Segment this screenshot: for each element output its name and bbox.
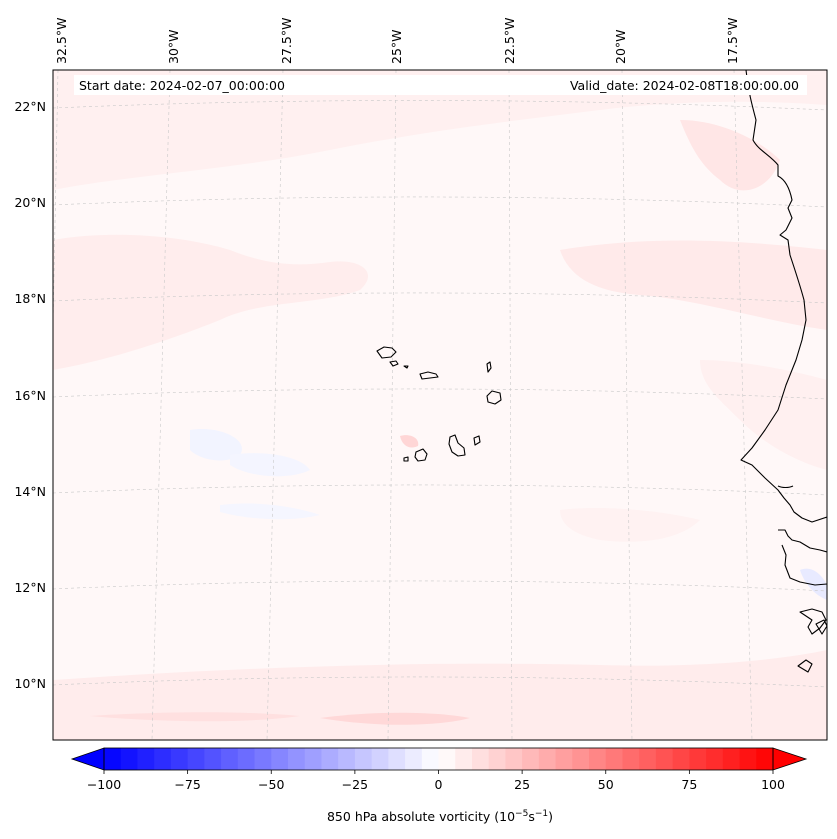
latitude-labels: 22°N 20°N 18°N 16°N 14°N 12°N 10°N	[14, 99, 46, 691]
colorbar-tick-label: 25	[514, 777, 530, 792]
lon-label: 32.5°W	[54, 18, 69, 64]
colorbar-segment	[538, 748, 557, 770]
lon-label: 30°W	[166, 29, 181, 64]
colorbar-segment	[338, 748, 356, 770]
colorbar-tick-label: −50	[258, 777, 284, 792]
vorticity-field-background	[53, 70, 827, 740]
colorbar-segment	[120, 748, 138, 770]
colorbar-segment	[488, 748, 506, 770]
colorbar-segment	[438, 748, 456, 770]
colorbar-segment	[706, 748, 724, 770]
colorbar-segment	[555, 748, 573, 770]
colorbar-segment	[388, 748, 406, 770]
colorbar-segment	[170, 748, 189, 770]
island-sao-nicolau	[419, 371, 439, 380]
lat-label: 12°N	[14, 580, 46, 595]
colorbar-segment	[421, 748, 440, 770]
lat-label: 20°N	[14, 195, 46, 210]
colorbar-segment	[622, 748, 640, 770]
colorbar-label-mid: s	[528, 809, 535, 824]
colorbar-segment	[589, 748, 607, 770]
colorbar-segment	[522, 748, 540, 770]
colorbar-segment	[287, 748, 306, 770]
colorbar-segment	[655, 748, 674, 770]
colorbar-segment	[237, 748, 256, 770]
colorbar-label-exp2: −1	[535, 809, 548, 819]
lon-label: 22.5°W	[502, 18, 517, 64]
colorbar-tick-label: −25	[342, 777, 368, 792]
start-date-label: Start date: 2024-02-07_00:00:00	[79, 78, 285, 93]
island-sao-vicente	[389, 360, 399, 367]
map-border	[52, 69, 828, 741]
colorbar-segment	[689, 748, 707, 770]
colorbar-tick-label: 0	[435, 777, 443, 792]
island-santiago	[448, 434, 466, 457]
colorbar-label-exp1: −5	[515, 809, 528, 819]
colorbar-segment	[572, 748, 590, 770]
colorbar-label: 850 hPa absolute vorticity (10−5s−1)	[327, 809, 553, 824]
lat-label: 22°N	[14, 99, 46, 114]
longitude-labels: 32.5°W 30°W 27.5°W 25°W 22.5°W 20°W 17.5…	[54, 18, 740, 64]
island-maio	[473, 435, 481, 446]
island-sal	[486, 361, 492, 373]
colorbar-segment	[371, 748, 389, 770]
island-brava	[403, 456, 409, 462]
colorbar-tick-label: 75	[681, 777, 697, 792]
lon-label: 27.5°W	[279, 18, 294, 64]
colorbar-segment	[505, 748, 523, 770]
island-santo-antao	[376, 346, 397, 359]
colorbar-tick-label: 100	[761, 777, 785, 792]
lon-label: 20°W	[613, 29, 628, 64]
colorbar-segment	[221, 748, 239, 770]
colorbar-ticks: −100 −75 −50 −25 0 25 50 75 100	[87, 770, 785, 792]
colorbar-label-main: 850 hPa absolute vorticity (10	[327, 809, 515, 824]
vorticity-field-patches	[53, 70, 827, 740]
colorbar-segment	[639, 748, 657, 770]
colorbar-segment	[137, 748, 155, 770]
colorbar-segments	[104, 748, 774, 770]
colorbar: −100 −75 −50 −25 0 25 50 75 100 850 hPa absolute…	[70, 747, 808, 824]
colorbar-segment	[455, 748, 473, 770]
colorbar-segment	[756, 748, 774, 770]
colorbar-segment	[739, 748, 757, 770]
coastlines	[376, 70, 827, 673]
colorbar-tick-label: 50	[598, 777, 614, 792]
colorbar-tick-label: −100	[87, 777, 121, 792]
colorbar-segment	[187, 748, 205, 770]
colorbar-segment	[321, 748, 339, 770]
colorbar-tick-label: −75	[174, 777, 200, 792]
valid-date-label: Valid_date: 2024-02-08T18:00:00.00	[570, 78, 799, 93]
colorbar-segment	[405, 748, 423, 770]
colorbar-extend-low	[70, 747, 105, 771]
lon-label: 25°W	[389, 29, 404, 64]
colorbar-segment	[304, 748, 322, 770]
lat-label: 14°N	[14, 484, 46, 499]
colorbar-segment	[605, 748, 623, 770]
colorbar-segment	[254, 748, 272, 770]
colorbar-label-end: )	[548, 809, 553, 824]
island-boa-vista	[486, 390, 502, 405]
colorbar-extend-high	[772, 747, 808, 771]
colorbar-segment	[204, 748, 222, 770]
africa-west-coast	[740, 70, 827, 523]
colorbar-segment	[672, 748, 690, 770]
island-fogo	[414, 448, 428, 462]
lat-label: 10°N	[14, 676, 46, 691]
header-box	[74, 75, 807, 95]
colorbar-segment	[271, 748, 289, 770]
colorbar-segment	[722, 748, 741, 770]
map-panel	[53, 70, 827, 740]
colorbar-segment	[154, 748, 172, 770]
lat-label: 18°N	[14, 291, 46, 306]
colorbar-segment	[471, 748, 490, 770]
colorbar-segment	[354, 748, 373, 770]
graticule	[53, 70, 827, 740]
lat-label: 16°N	[14, 388, 46, 403]
colorbar-segment	[104, 748, 122, 770]
lon-label: 17.5°W	[725, 18, 740, 64]
